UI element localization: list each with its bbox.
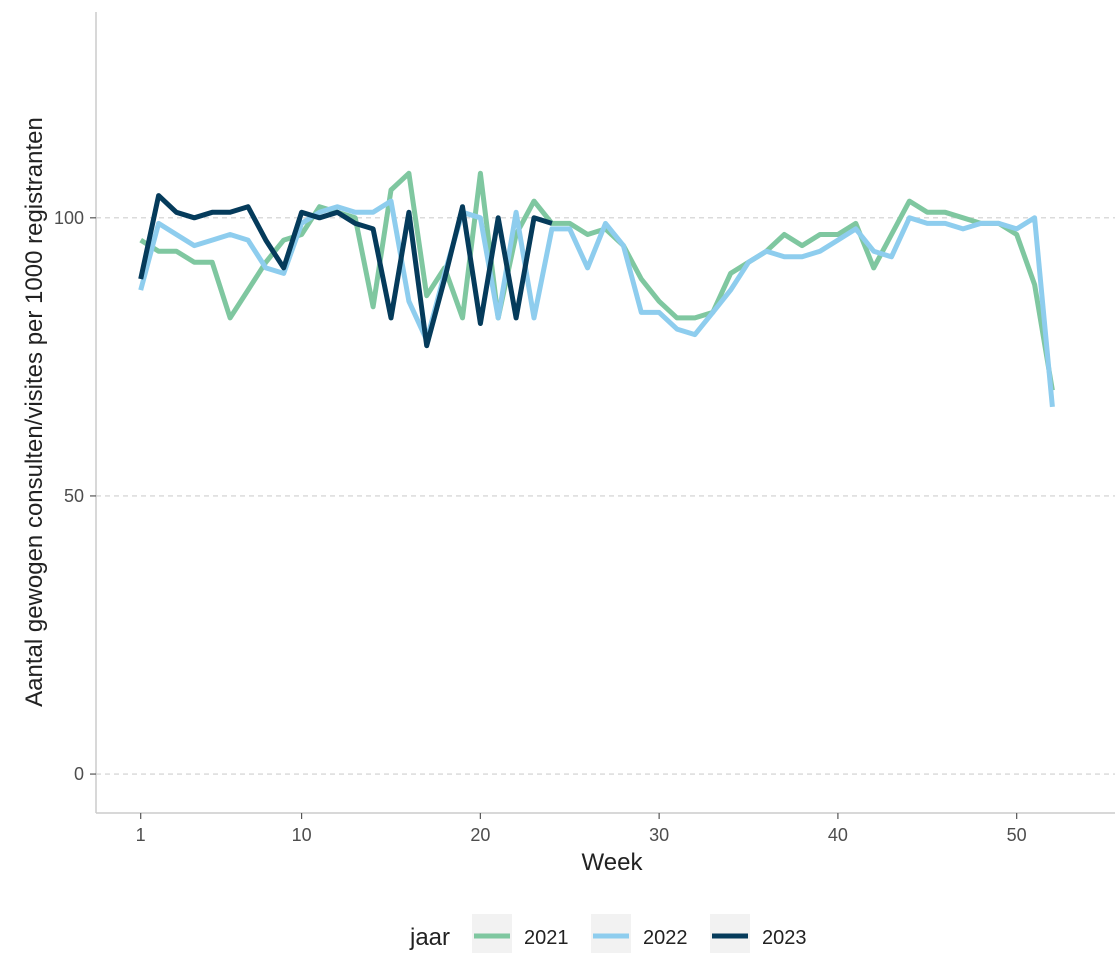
x-tick-label-40: 40	[828, 825, 848, 845]
y-tick-label-100: 100	[54, 208, 84, 228]
grid-lines	[96, 217, 1115, 775]
x-tick-label-10: 10	[292, 825, 312, 845]
legend-label-2023: 2023	[762, 927, 807, 949]
x-axis-title: Week	[582, 849, 644, 876]
axes	[95, 12, 1115, 814]
legend-label-2021: 2021	[524, 927, 569, 949]
y-tick-label-50: 50	[64, 486, 84, 506]
x-ticks: 1 10 20 30 40 50	[136, 813, 1027, 845]
x-tick-label-1: 1	[136, 825, 146, 845]
y-axis-title: Aantal gewogen consulten/visites per 100…	[21, 117, 48, 707]
x-tick-label-30: 30	[649, 825, 669, 845]
series-line-2022	[138, 198, 1055, 408]
x-tick-label-50: 50	[1007, 825, 1027, 845]
y-ticks: 0 50 100	[54, 208, 96, 784]
x-tick-label-20: 20	[470, 825, 490, 845]
y-tick-label-0: 0	[74, 764, 84, 784]
series-line-2023	[138, 193, 553, 349]
series-line-2021	[139, 170, 1055, 391]
legend-label-2022: 2022	[643, 927, 688, 949]
legend-title: jaar	[409, 924, 450, 951]
series-lines	[138, 170, 1055, 408]
legend: jaar 2021 2022 2023	[409, 914, 807, 953]
